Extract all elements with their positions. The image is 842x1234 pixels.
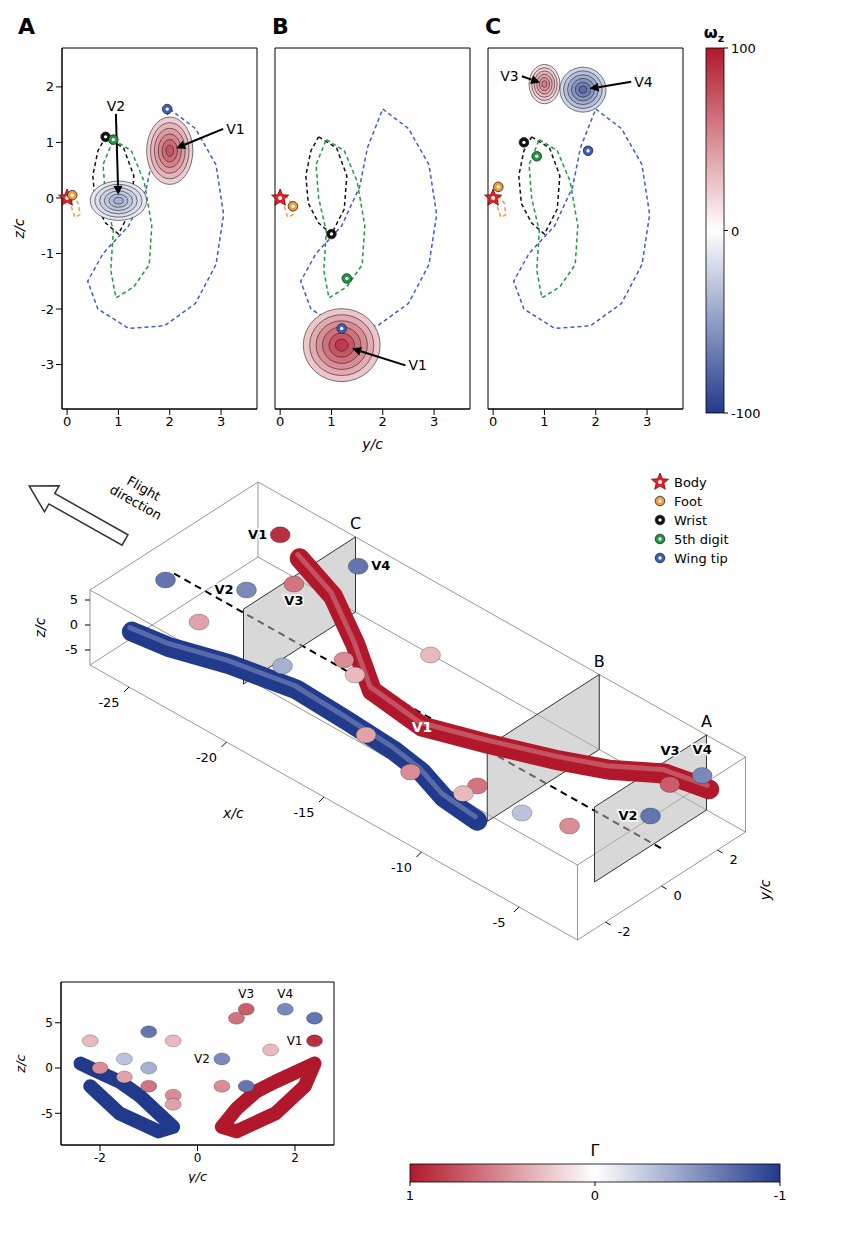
svg-text:x/c: x/c bbox=[222, 805, 244, 821]
svg-text:3: 3 bbox=[430, 414, 438, 429]
svg-text:5: 5 bbox=[70, 592, 78, 607]
svg-text:0: 0 bbox=[46, 191, 54, 206]
svg-text:-5: -5 bbox=[41, 1107, 53, 1121]
svg-text:Foot: Foot bbox=[674, 494, 702, 509]
svg-text:5th digit: 5th digit bbox=[674, 532, 729, 547]
svg-text:1: 1 bbox=[327, 414, 335, 429]
svg-text:y/c: y/c bbox=[187, 1169, 207, 1183]
svg-text:Body: Body bbox=[674, 475, 707, 490]
svg-text:-2: -2 bbox=[618, 924, 631, 939]
svg-text:1: 1 bbox=[406, 1188, 414, 1203]
svg-text:0: 0 bbox=[63, 414, 71, 429]
svg-text:C: C bbox=[350, 514, 361, 533]
svg-text:z/c: z/c bbox=[32, 617, 48, 638]
svg-text:V4: V4 bbox=[693, 742, 712, 757]
svg-text:V2: V2 bbox=[194, 1052, 210, 1066]
svg-text:1: 1 bbox=[114, 414, 122, 429]
svg-text:-25: -25 bbox=[98, 695, 119, 710]
svg-text:z/c: z/c bbox=[12, 218, 27, 239]
svg-text:V4: V4 bbox=[634, 74, 653, 90]
svg-text:A: A bbox=[701, 712, 712, 731]
svg-text:0: 0 bbox=[276, 414, 284, 429]
svg-text:2: 2 bbox=[592, 414, 600, 429]
svg-text:0: 0 bbox=[731, 224, 739, 239]
svg-text:2: 2 bbox=[379, 414, 387, 429]
svg-text:-10: -10 bbox=[391, 860, 412, 875]
svg-text:V3: V3 bbox=[284, 593, 303, 608]
svg-text:-2: -2 bbox=[94, 1151, 106, 1165]
svg-text:100: 100 bbox=[731, 41, 756, 56]
svg-text:0: 0 bbox=[591, 1188, 599, 1203]
svg-text:Wrist: Wrist bbox=[674, 513, 707, 528]
html-text:C: C bbox=[485, 14, 502, 39]
svg-text:Flightdirection: Flightdirection bbox=[107, 468, 172, 523]
svg-text:V4: V4 bbox=[277, 987, 293, 1001]
svg-text:V3: V3 bbox=[500, 68, 518, 84]
svg-text:0: 0 bbox=[70, 617, 78, 632]
svg-text:y/c: y/c bbox=[361, 436, 383, 452]
svg-text:Wing tip: Wing tip bbox=[674, 551, 728, 566]
svg-text:5: 5 bbox=[45, 1016, 53, 1030]
svg-text:0: 0 bbox=[45, 1061, 53, 1075]
svg-text:V1: V1 bbox=[412, 719, 433, 735]
svg-text:ωz: ωz bbox=[704, 23, 724, 45]
svg-text:V1: V1 bbox=[287, 1034, 303, 1048]
svg-text:0: 0 bbox=[194, 1151, 202, 1165]
svg-text:-20: -20 bbox=[196, 750, 217, 765]
svg-text:Γ: Γ bbox=[591, 1141, 600, 1160]
svg-text:V1: V1 bbox=[226, 121, 244, 137]
svg-text:2: 2 bbox=[166, 414, 174, 429]
svg-text:V3: V3 bbox=[660, 743, 679, 758]
svg-text:-5: -5 bbox=[65, 642, 78, 657]
svg-text:2: 2 bbox=[46, 79, 54, 94]
svg-text:-3: -3 bbox=[41, 357, 54, 372]
svg-text:0: 0 bbox=[489, 414, 497, 429]
svg-text:3: 3 bbox=[217, 414, 225, 429]
svg-text:1: 1 bbox=[46, 135, 54, 150]
svg-text:1: 1 bbox=[540, 414, 548, 429]
svg-text:-2: -2 bbox=[41, 302, 54, 317]
svg-text:0: 0 bbox=[674, 888, 682, 903]
svg-text:3: 3 bbox=[643, 414, 651, 429]
svg-text:-100: -100 bbox=[731, 406, 761, 421]
svg-text:y/c: y/c bbox=[757, 879, 773, 901]
svg-text:-1: -1 bbox=[774, 1188, 787, 1203]
svg-text:V1: V1 bbox=[248, 527, 267, 542]
svg-text:V2: V2 bbox=[618, 808, 637, 823]
svg-text:V1: V1 bbox=[408, 357, 426, 373]
svg-text:-5: -5 bbox=[493, 915, 506, 930]
svg-text:V2: V2 bbox=[107, 98, 125, 114]
svg-text:-1: -1 bbox=[41, 246, 54, 261]
svg-text:V2: V2 bbox=[214, 582, 233, 597]
svg-text:2: 2 bbox=[730, 852, 738, 867]
svg-text:z/c: z/c bbox=[14, 1054, 28, 1073]
svg-text:-15: -15 bbox=[293, 805, 314, 820]
html-text:A: A bbox=[18, 14, 35, 39]
svg-text:B: B bbox=[594, 652, 605, 671]
svg-text:V4: V4 bbox=[371, 558, 390, 573]
svg-text:V3: V3 bbox=[238, 987, 254, 1001]
html-text:B: B bbox=[272, 14, 289, 39]
svg-text:2: 2 bbox=[291, 1151, 299, 1165]
